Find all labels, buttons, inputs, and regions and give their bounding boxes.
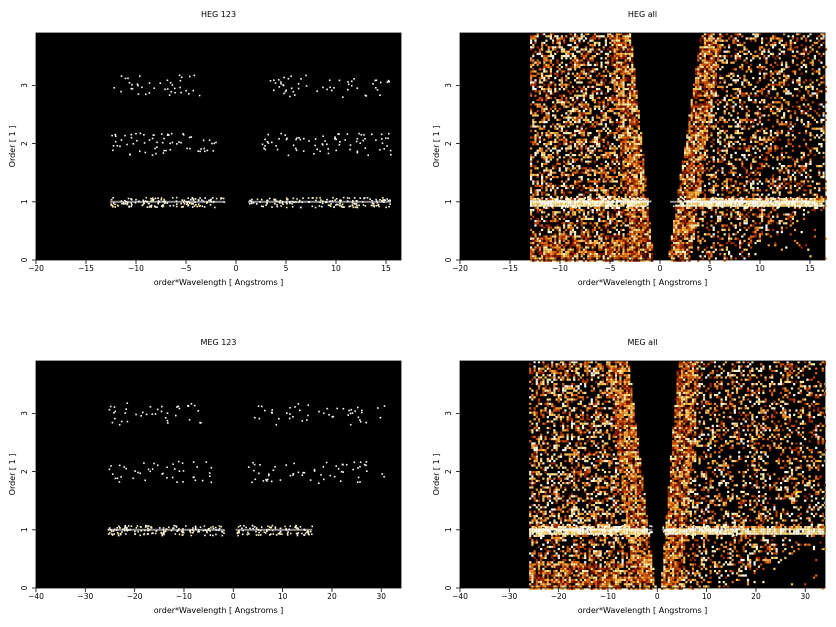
panel-heg-all: HEG all −20 −15 −10 −5 0 5 10 15 0 1 2 3 order*Wavele…	[432, 10, 827, 287]
x-tick-label: 5	[284, 264, 289, 273]
x-tick-label: 10	[755, 264, 765, 273]
x-tick-label: −40	[452, 592, 468, 601]
x-tick-label: 20	[751, 592, 761, 601]
x-axis-label: order*Wavelength [ Angstroms ]	[154, 278, 284, 287]
panel-title: MEG all	[627, 338, 657, 347]
x-tick-label: 30	[376, 592, 386, 601]
x-tick-label: −10	[176, 592, 192, 601]
x-axis-label: order*Wavelength [ Angstroms ]	[154, 606, 284, 615]
y-tick-label: 1	[20, 199, 29, 204]
plot-frame	[35, 32, 402, 261]
y-tick-label: 0	[20, 585, 29, 590]
y-tick-label: 3	[444, 83, 453, 88]
panel-title: MEG 123	[201, 338, 237, 347]
x-tick-label: −30	[77, 592, 93, 601]
x-tick-label: −15	[502, 264, 518, 273]
y-tick-label: 3	[20, 411, 29, 416]
y-axis-label: Order [ 1 ]	[432, 454, 441, 496]
x-tick-label: −40	[28, 592, 44, 601]
y-tick-label: 0	[20, 257, 29, 262]
x-tick-label: 30	[800, 592, 810, 601]
y-tick-label: 1	[444, 527, 453, 532]
x-tick-label: 0	[655, 592, 660, 601]
x-tick-label: −10	[128, 264, 144, 273]
x-tick-label: −10	[600, 592, 616, 601]
y-axis-label: Order [ 1 ]	[8, 126, 17, 168]
x-axis-label: order*Wavelength [ Angstroms ]	[578, 606, 708, 615]
y-tick-label: 0	[444, 257, 453, 262]
x-tick-label: 15	[381, 264, 391, 273]
y-tick-label: 3	[444, 411, 453, 416]
panel-title: HEG all	[628, 10, 657, 19]
x-tick-label: −10	[552, 264, 568, 273]
x-tick-label: −5	[180, 264, 191, 273]
x-tick-label: 15	[805, 264, 815, 273]
x-tick-label: 10	[278, 592, 288, 601]
y-tick-label: 2	[20, 469, 29, 474]
x-tick-label: −15	[78, 264, 94, 273]
plot-frame	[459, 360, 826, 589]
plot-area	[36, 33, 401, 260]
x-tick-label: 0	[234, 264, 239, 273]
y-tick-label: 0	[444, 585, 453, 590]
panel-title: HEG 123	[201, 10, 236, 19]
x-axis-label: order*Wavelength [ Angstroms ]	[578, 278, 708, 287]
y-axis-label: Order [ 1 ]	[8, 454, 17, 496]
plot-frame	[459, 32, 826, 261]
y-tick-label: 2	[20, 141, 29, 146]
x-tick-label: 0	[658, 264, 663, 273]
x-tick-label: −30	[501, 592, 517, 601]
panel-heg-123: HEG 123 −20 −15 −10 −5 0 5 10 15 0 1 2 3 order*Wavele…	[8, 10, 402, 287]
heatmap-cells	[110, 74, 392, 209]
plot-area	[460, 33, 825, 260]
y-axis-label: Order [ 1 ]	[432, 126, 441, 168]
x-tick-label: −20	[452, 264, 468, 273]
plot-area	[36, 361, 401, 588]
x-tick-label: 10	[702, 592, 712, 601]
x-tick-label: 5	[708, 264, 713, 273]
x-tick-label: 0	[231, 592, 236, 601]
heatmap-cells	[107, 402, 386, 537]
x-tick-label: 10	[331, 264, 341, 273]
heatmap-cells	[529, 361, 827, 590]
y-tick-label: 1	[20, 527, 29, 532]
x-tick-label: 20	[327, 592, 337, 601]
y-tick-label: 2	[444, 141, 453, 146]
panel-meg-all: MEG all −40 −30 −20 −10 0 10 20 30 0 1 2 3 order*Wave…	[432, 338, 827, 615]
y-tick-label: 3	[20, 83, 29, 88]
x-tick-label: −20	[551, 592, 567, 601]
y-tick-label: 2	[444, 469, 453, 474]
x-tick-label: −20	[127, 592, 143, 601]
heatmap-cells	[530, 33, 827, 262]
x-tick-label: −20	[28, 264, 44, 273]
plot-frame	[35, 360, 402, 589]
panel-meg-123: MEG 123 −40 −30 −20 −10 0 10 20 30 0 1 2 3 order*Wave…	[8, 338, 402, 615]
x-tick-label: −5	[604, 264, 615, 273]
y-tick-label: 1	[444, 199, 453, 204]
